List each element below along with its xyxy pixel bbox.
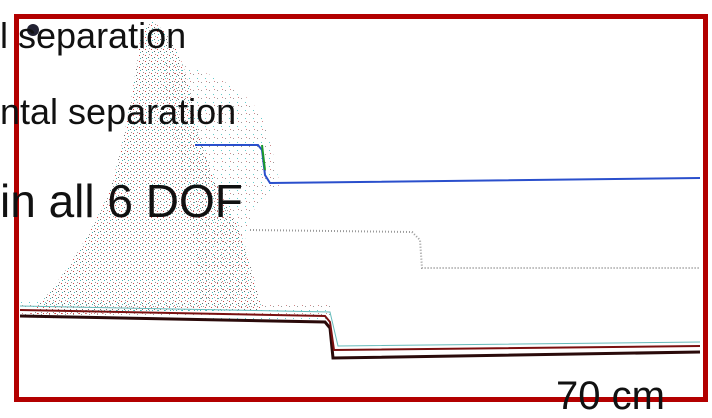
scale-label: 70 cm [556,376,665,416]
gray-edge [250,230,700,268]
page: l separation ntal separation in all 6 DO… [0,0,712,418]
dark-edge [20,316,700,358]
overlay-text: ntal separation [0,94,236,130]
overlay-text: l separation [0,18,186,54]
overlay-text: in all 6 DOF [0,178,243,224]
